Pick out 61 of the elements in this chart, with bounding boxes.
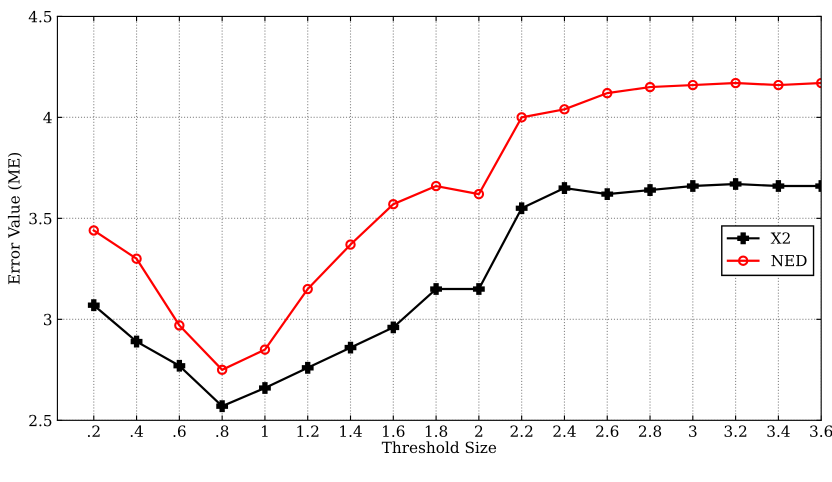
- legend-label: NED: [771, 254, 807, 266]
- x-tick-label: 1.2: [297, 425, 318, 437]
- x-tick-label: .4: [130, 425, 144, 437]
- y-tick-label: 4: [43, 112, 52, 124]
- point: [174, 320, 185, 331]
- point: [345, 239, 356, 250]
- y-tick-label: 2.5: [29, 414, 52, 426]
- point: [688, 80, 698, 90]
- point: [644, 184, 656, 196]
- y-axis-title: Error Value (ME): [8, 152, 22, 284]
- point: [216, 364, 228, 376]
- point: [88, 299, 100, 312]
- point: [474, 188, 484, 200]
- x-tick-label: 1.8: [426, 425, 448, 437]
- point: [516, 202, 528, 214]
- point: [644, 82, 656, 92]
- point: [472, 283, 485, 295]
- x-tick-label: 2.4: [553, 425, 576, 437]
- point: [302, 284, 313, 294]
- point: [730, 78, 741, 88]
- point: [260, 344, 270, 355]
- point: [88, 225, 99, 236]
- x-tick-label: 3.6: [810, 425, 832, 437]
- point: [388, 198, 399, 210]
- point: [216, 400, 228, 412]
- x-tick-label: .8: [216, 425, 228, 437]
- point: [259, 382, 271, 394]
- point: [602, 88, 612, 98]
- x-tick-label: 2: [475, 425, 482, 437]
- point: [601, 188, 614, 200]
- point: [302, 362, 314, 374]
- y-tick-label: 3.5: [29, 212, 52, 224]
- point: [344, 342, 356, 354]
- x-axis-title: Threshold Size: [382, 441, 496, 454]
- x-tick-label: 1: [262, 425, 268, 437]
- x-tick-label: 3.2: [724, 425, 746, 437]
- point: [387, 321, 400, 334]
- x-tick-label: 1.4: [340, 425, 362, 437]
- x-tick-label: 2.2: [510, 425, 532, 437]
- point: [772, 180, 784, 192]
- x-tick-label: 1.6: [383, 425, 404, 437]
- point: [686, 180, 699, 192]
- x-tick-label: .6: [174, 425, 186, 437]
- x-tick-label: 3.4: [767, 425, 790, 437]
- legend-label: X2: [770, 232, 790, 244]
- point: [516, 112, 527, 123]
- point: [430, 180, 442, 192]
- point: [131, 254, 142, 264]
- y-tick-label: 3: [44, 314, 52, 326]
- point: [773, 80, 784, 90]
- x-tick-label: 2.6: [596, 425, 618, 437]
- point: [558, 182, 570, 194]
- point: [130, 336, 142, 348]
- point: [173, 360, 186, 372]
- x-tick-label: 2.8: [638, 425, 662, 437]
- point: [559, 104, 570, 114]
- point: [730, 178, 742, 190]
- y-tick-label: 4.5: [28, 10, 52, 22]
- point: [430, 283, 442, 295]
- x-tick-label: 3: [689, 425, 697, 437]
- x-tick-label: .2: [88, 425, 100, 437]
